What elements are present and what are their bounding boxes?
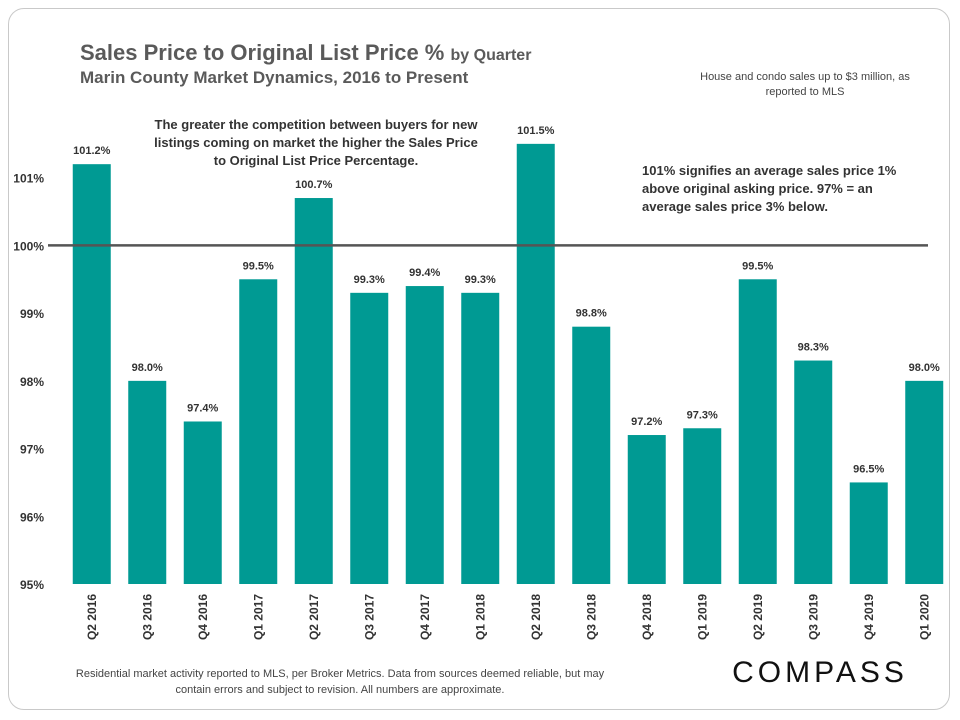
bar bbox=[738, 279, 777, 584]
x-category-label: Q2 2017 bbox=[307, 594, 321, 640]
bar-value-label: 98.0% bbox=[909, 362, 940, 374]
y-tick-label: 95% bbox=[20, 578, 44, 592]
x-category-label: Q2 2019 bbox=[751, 594, 765, 640]
source-note: House and condo sales up to $3 million, … bbox=[700, 71, 910, 98]
bar bbox=[128, 380, 167, 584]
chart-title: Sales Price to Original List Price % by … bbox=[80, 40, 531, 66]
bar bbox=[572, 326, 611, 584]
meaning-annotation: 101% signifies an average sales price 1%… bbox=[638, 162, 904, 216]
x-category-label: Q2 2016 bbox=[85, 594, 99, 640]
bar-value-label: 99.5% bbox=[742, 260, 773, 272]
x-category-label: Q1 2017 bbox=[251, 594, 265, 640]
compass-logo: COMPASS bbox=[732, 656, 908, 689]
bar bbox=[183, 421, 222, 584]
bar-value-label: 97.3% bbox=[687, 409, 718, 421]
bar bbox=[294, 198, 333, 584]
bar-value-label: 98.8% bbox=[576, 308, 607, 320]
y-tick-label: 96% bbox=[20, 510, 44, 524]
y-tick-label: 101% bbox=[13, 172, 44, 186]
x-category-label: Q1 2018 bbox=[473, 594, 487, 640]
competition-annotation: The greater the competition between buye… bbox=[150, 116, 482, 170]
bar-value-label: 100.7% bbox=[295, 179, 333, 191]
x-category-label: Q3 2017 bbox=[362, 594, 376, 640]
bar-value-label: 99.5% bbox=[243, 260, 274, 272]
bar-value-label: 99.3% bbox=[465, 274, 496, 286]
bar bbox=[461, 292, 500, 584]
bar bbox=[683, 428, 722, 584]
bar bbox=[405, 286, 444, 584]
bar bbox=[794, 360, 833, 584]
title-by: by Quarter bbox=[450, 47, 532, 64]
bar-value-label: 101.2% bbox=[73, 145, 111, 157]
bar bbox=[239, 279, 278, 584]
y-tick-label: 100% bbox=[13, 239, 44, 253]
chart-subtitle: Marin County Market Dynamics, 2016 to Pr… bbox=[80, 68, 469, 87]
bar bbox=[849, 482, 888, 584]
title-main: Sales Price to Original List Price % bbox=[80, 40, 445, 65]
x-category-label: Q2 2018 bbox=[529, 594, 543, 640]
bar-value-label: 96.5% bbox=[853, 463, 884, 475]
bar-value-label: 97.4% bbox=[187, 402, 218, 414]
bar bbox=[350, 292, 389, 584]
x-category-label: Q3 2018 bbox=[584, 594, 598, 640]
x-category-label: Q4 2018 bbox=[640, 594, 654, 640]
bar-value-label: 98.0% bbox=[132, 362, 163, 374]
x-category-label: Q1 2019 bbox=[695, 594, 709, 640]
y-tick-label: 99% bbox=[20, 307, 44, 321]
bar-value-label: 97.2% bbox=[631, 416, 662, 428]
x-category-label: Q4 2017 bbox=[418, 594, 432, 640]
bar bbox=[72, 164, 111, 584]
bar bbox=[905, 380, 944, 584]
y-tick-label: 98% bbox=[20, 375, 44, 389]
bar-value-label: 101.5% bbox=[517, 125, 555, 137]
bar bbox=[627, 435, 666, 584]
bar-value-label: 99.3% bbox=[354, 274, 385, 286]
footer-disclaimer: Residential market activity reported to … bbox=[75, 668, 605, 696]
bar-value-label: 98.3% bbox=[798, 342, 829, 354]
x-category-label: Q1 2020 bbox=[917, 594, 931, 640]
x-category-label: Q4 2019 bbox=[862, 594, 876, 640]
bar-value-label: 99.4% bbox=[409, 267, 440, 279]
bar bbox=[516, 143, 555, 584]
x-category-label: Q3 2019 bbox=[806, 594, 820, 640]
y-tick-label: 97% bbox=[20, 443, 44, 457]
x-category-label: Q4 2016 bbox=[196, 594, 210, 640]
x-category-label: Q3 2016 bbox=[140, 594, 154, 640]
